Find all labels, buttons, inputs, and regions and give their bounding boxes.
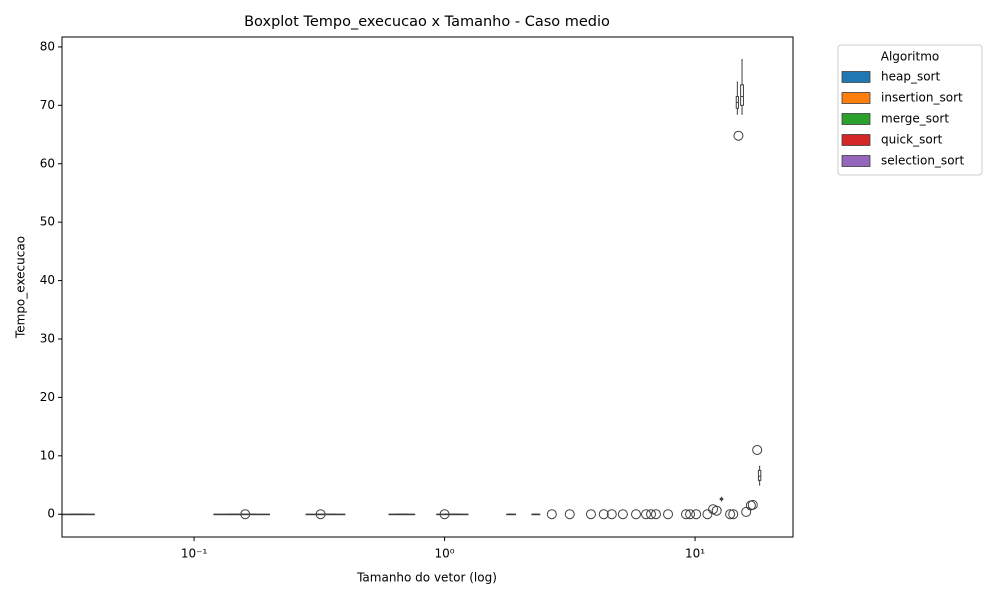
outlier [641, 509, 652, 520]
outlier [315, 509, 326, 520]
legend-swatch [841, 92, 871, 104]
outlier [585, 509, 596, 520]
outlier [752, 444, 763, 455]
x-tick-label: 10⁻¹ [181, 547, 208, 561]
outlier [691, 509, 702, 520]
outlier [630, 509, 641, 520]
y-tick-label: 40 [40, 273, 55, 287]
outlier [711, 505, 722, 516]
outlier [598, 509, 609, 520]
legend-label: merge_sort [881, 112, 949, 126]
legend-swatch [841, 155, 871, 167]
box [740, 84, 744, 106]
plot-frame [61, 36, 794, 538]
x-axis-label: Tamanho do vetor (log) [356, 571, 497, 585]
y-tick-label: 10 [40, 448, 55, 462]
y-tick-label: 30 [40, 331, 55, 345]
y-tick-label: 60 [40, 156, 55, 170]
outlier [702, 509, 713, 520]
legend-label: quick_sort [881, 133, 943, 147]
outlier [617, 509, 628, 520]
outlier [733, 130, 744, 141]
outlier [650, 509, 661, 520]
y-tick-label: 20 [40, 390, 55, 404]
x-tick-label: 10¹ [685, 547, 705, 561]
outlier [747, 499, 758, 510]
chart-title: Boxplot Tempo_execucao x Tamanho - Caso … [244, 14, 610, 30]
box [757, 469, 762, 481]
legend-label: insertion_sort [881, 91, 963, 105]
y-tick-label: 80 [40, 39, 55, 53]
outlier [681, 509, 692, 520]
outlier [646, 509, 657, 520]
outlier [728, 509, 739, 520]
y-tick-label: 50 [40, 215, 55, 229]
legend-title: Algoritmo [881, 50, 940, 64]
legend-label: selection_sort [881, 154, 964, 168]
y-axis-label: Tempo_execucao [14, 236, 28, 339]
outlier [741, 506, 752, 517]
legend-swatch [841, 134, 871, 146]
outlier [606, 509, 617, 520]
legend-swatch [841, 71, 871, 83]
outlier [663, 509, 674, 520]
y-tick-label: 0 [47, 507, 55, 521]
legend-frame [837, 44, 983, 176]
outlier [564, 509, 575, 520]
legend-label: heap_sort [881, 70, 940, 84]
outlier [725, 509, 736, 520]
outlier [240, 509, 251, 520]
outlier [685, 509, 696, 520]
x-tick-label: 10⁰ [435, 547, 455, 561]
y-tick-label: 70 [40, 98, 55, 112]
outlier [546, 509, 557, 520]
legend-swatch [841, 113, 871, 125]
outlier [439, 509, 450, 520]
